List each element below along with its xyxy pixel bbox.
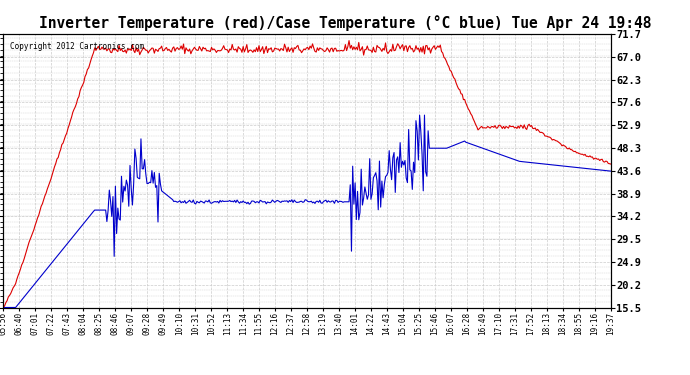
Text: Copyright 2012 Cartronics.com: Copyright 2012 Cartronics.com <box>10 42 144 51</box>
Text: Inverter Temperature (red)/Case Temperature (°C blue) Tue Apr 24 19:48: Inverter Temperature (red)/Case Temperat… <box>39 15 651 31</box>
